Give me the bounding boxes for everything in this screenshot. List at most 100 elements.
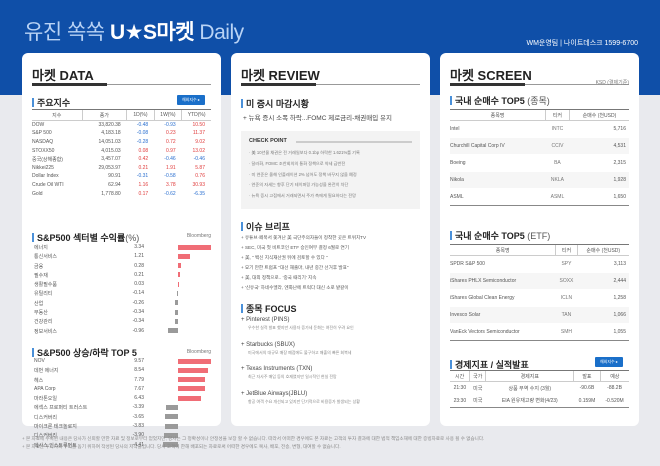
column-header: 순매수 (천USD) [576, 244, 629, 256]
more-indices-button[interactable]: 해외지수 ▸ [177, 95, 205, 105]
section-title-stocks: 국내 순매수 TOP5 (종목) [450, 94, 550, 107]
section-label: S&P500 상승/하락 TOP 5 [37, 348, 137, 358]
bar [178, 367, 208, 373]
bar-row: APA Corp 7.67 [32, 385, 211, 394]
bar-label: 에섹스 프로퍼티 트러스트 [34, 405, 88, 412]
focus-item[interactable]: + Starbucks (SBUX) 미국에서의 대규모 매장 폐점에도 불구하고… [241, 342, 360, 367]
bar [178, 253, 191, 259]
stock-name: VanEck Vectors Semiconductor [450, 323, 556, 341]
stock-ticker: ASML [545, 188, 570, 206]
table-row: Intel INTC 5,716 [450, 120, 629, 138]
eco-indicator: 상품 무역 수지 (3월) [508, 385, 552, 392]
bar [165, 414, 178, 420]
checkpoint-list: · 美 10년물 채권은 전 거래일보다 0.1bp 하락한 1.621%를 기… [249, 150, 360, 204]
table-row: iShares Global Clean Energy ICLN 1,258 [450, 289, 629, 307]
panel-title: 마켓 REVIEW [241, 68, 320, 83]
column-header: 종목명 [450, 109, 546, 121]
bar-value: 0.28 [134, 262, 144, 269]
title-light: 유진 쏙쏙 [24, 21, 110, 44]
bar-value: -3.90 [132, 432, 144, 439]
table-row: 중국(상해종합) 3,457.07 0.42 -0.46 -0.46 [32, 155, 211, 164]
column-header: 예상 [599, 370, 629, 382]
table-row: Crude Oil WTI 62.94 1.16 3.78 30.93 [32, 181, 211, 190]
bar [168, 328, 178, 334]
index-close: 29,053.97 [98, 164, 121, 171]
table-row: SPDR S&P 500 SPY 3,113 [450, 255, 629, 273]
section-label: 주요지수 [37, 98, 71, 108]
brief-item[interactable]: + 묘기 만한 트럼프 "대선 재출마, 내년 중간 선거후 발표" [241, 265, 349, 270]
index-1d: -0.31 [136, 173, 149, 180]
bar-value: 7.67 [134, 385, 144, 392]
index-ytd: 5.87 [195, 164, 205, 171]
column-header: 티커 [555, 244, 578, 256]
index-1w: 0.97 [165, 147, 176, 154]
bar-value: -0.34 [132, 309, 144, 316]
brief-item[interactable]: + '신유국' 하네수엘라, 엔화난에 트럭다 대신 소로 밭갈이 [241, 285, 349, 290]
checkpoint-title: CHECK POINT [249, 138, 287, 144]
focus-item[interactable]: + Texas Instruments (TXN) 최근 자사주 매입 등의 호재… [241, 366, 360, 391]
index-close: 62.94 [108, 181, 121, 188]
bar-label: 건강관리 [34, 319, 53, 326]
eco-table: 시간 국가 경제지표 발표 예상 21:30 미국 상품 무역 수지 (3월) -90.6B -… [450, 370, 629, 408]
bar-label: 생활필수품 [34, 282, 58, 289]
table-row: Churchill Capital Corp IV CCIV 4,531 [450, 137, 629, 155]
index-name: Crude Oil WTI [32, 181, 64, 188]
bar [178, 244, 212, 250]
section-label: 종목 FOCUS [246, 304, 297, 314]
focus-name: + JetBlue Airways(JBLU) [241, 390, 308, 397]
page-title: 유진 쏙쏙 U★S마켓 Daily [24, 16, 244, 46]
ksd-note: KSD (결제기준) [595, 80, 629, 86]
brief-item[interactable]: + 유튜브·페북서 쫓겨난 美 극단주의자들이 정착한 곳은 트위치TV [241, 235, 367, 240]
bar [178, 272, 181, 278]
focus-item[interactable]: + Pinterest (PINS) 우수한 실적 발표 했지만 사용자 증가세 … [241, 317, 360, 342]
bar-row: 마이크론 테크놀로지 -3.83 [32, 422, 211, 431]
brief-item[interactable]: + SEC, 미국 첫 비트코인 ETF 승인여부 결정 6월로 연기 [241, 245, 349, 250]
table-row: Gold 1,778.80 0.17 -0.62 -6.35 [32, 189, 211, 198]
section-title-close: 미 증시 마감시황 [241, 97, 309, 110]
eco-country: 미국 [469, 394, 486, 408]
bar [175, 300, 178, 306]
bar-value: -4.41 [132, 441, 144, 448]
index-close: 4,015.03 [101, 147, 121, 154]
focus-item[interactable]: + JetBlue Airways(JBLU) 항공 여객 수요 개선되고 있지만… [241, 391, 360, 416]
stock-net-buy: 2,444 [577, 272, 629, 290]
index-ytd: 10.50 [192, 122, 205, 129]
section-label: S&P500 섹터별 수익률 [37, 233, 126, 243]
brief-item[interactable]: + 美, " 백신 지식재산권 뒤에 검토할 수 있다 " [241, 255, 328, 260]
eco-forecast: -0.520M [600, 394, 629, 408]
focus-desc: 최근 자사주 매입 등의 호재였지만 일시적인 현실 전망 [248, 374, 337, 379]
column-header: 1W(%) [153, 109, 182, 121]
index-name: STOXX50 [32, 147, 55, 154]
more-eco-button[interactable]: 해외지수 ▸ [595, 357, 623, 367]
stock-ticker: SOXX [555, 272, 578, 290]
index-close: 4,183.18 [101, 130, 121, 137]
stocks-table: 종목명 티커 순매수 (천USD) Intel INTC 5,716 Churchill … [450, 109, 629, 206]
stock-name: SPDR S&P 500 [450, 255, 556, 273]
eco-actual: -90.6B [579, 385, 595, 392]
table-row: STOXX50 4,015.03 0.08 0.97 13.02 [32, 146, 211, 155]
bar-label: 텍사스 인스트루먼트 [34, 442, 77, 449]
focus-name: + Texas Instruments (TXN) [241, 366, 313, 372]
section-title-sectors: S&P500 섹터별 수익률(%) [32, 231, 139, 244]
brief-list: + 유튜브·페북서 쫓겨난 美 극단주의자들이 정착한 곳은 트위치TV + SE… [241, 235, 366, 295]
bar [178, 358, 212, 364]
section-unit: (ETF) [524, 231, 551, 241]
market-review-panel: 마켓 REVIEW 미 증시 마감시황 + 뉴욕 증시 소폭 하락...FOMC… [231, 53, 430, 426]
bar-row: 디스커버리 -3.65 [32, 413, 211, 422]
bar-row: 건강관리 -0.34 [32, 317, 211, 326]
divider [32, 83, 211, 86]
index-1d: 0.08 [138, 147, 149, 154]
brief-item[interactable]: + 美, 대외 정책으로.. '중국 때리기' 지속 [241, 275, 317, 280]
bar-label: APA Corp [34, 385, 56, 392]
index-1d: 0.42 [138, 156, 149, 163]
index-1d: -0.48 [136, 122, 149, 129]
index-close: 90.91 [108, 173, 121, 180]
top5-bar-chart: NOV 9.57 데번 에너지 8.54 헤스 7.79 APA Corp 7.67 마라톤오일… [32, 357, 212, 450]
index-ytd: 13.02 [192, 147, 205, 154]
title-bold: U★S마켓 [109, 21, 195, 44]
close-headline[interactable]: + 뉴욕 증시 소폭 하락...FOMC 제로금리-채권매입 유지 [243, 115, 392, 122]
title-daily: Daily [194, 21, 244, 44]
disclaimer-line-1: + 본 자료에 수록된 내용은 당사가 신뢰할 만한 자료 및 정보로부터 얻었… [22, 436, 485, 441]
checkpoint-item: · 뉴욕 증시 고점에서 거래되면서 주가 측에게 필요하다는 전망 [249, 193, 357, 199]
stock-ticker: INTC [545, 120, 570, 138]
